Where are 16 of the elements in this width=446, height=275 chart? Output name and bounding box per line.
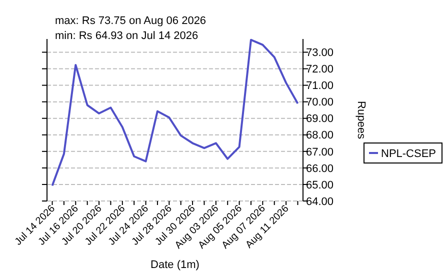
y-tick-label: 67.00: [306, 146, 334, 158]
y-tick-label: 72.00: [306, 64, 334, 76]
chart-title: max: Rs 73.75 on Aug 06 2026: [55, 15, 206, 27]
y-tick-label: 70.00: [306, 96, 334, 109]
y-tick-label: 65.00: [306, 179, 334, 192]
line-series: [51, 38, 299, 187]
y-axis-title: Rupees: [355, 101, 367, 140]
y-tick-label: 69.00: [306, 113, 334, 126]
y-tick-label: 68.00: [306, 130, 334, 142]
chart-subtitle: min: Rs 64.93 on Jul 14 2026: [55, 30, 198, 42]
legend-label: NPL-CSEP: [381, 148, 436, 160]
x-axis-title: Date (1m): [150, 259, 200, 271]
y-tick-label: 64.00: [306, 196, 334, 208]
y-tick-label: 71.00: [306, 80, 334, 92]
y-tick-label: 73.00: [306, 47, 334, 60]
y-tick-label: 66.00: [306, 162, 334, 175]
